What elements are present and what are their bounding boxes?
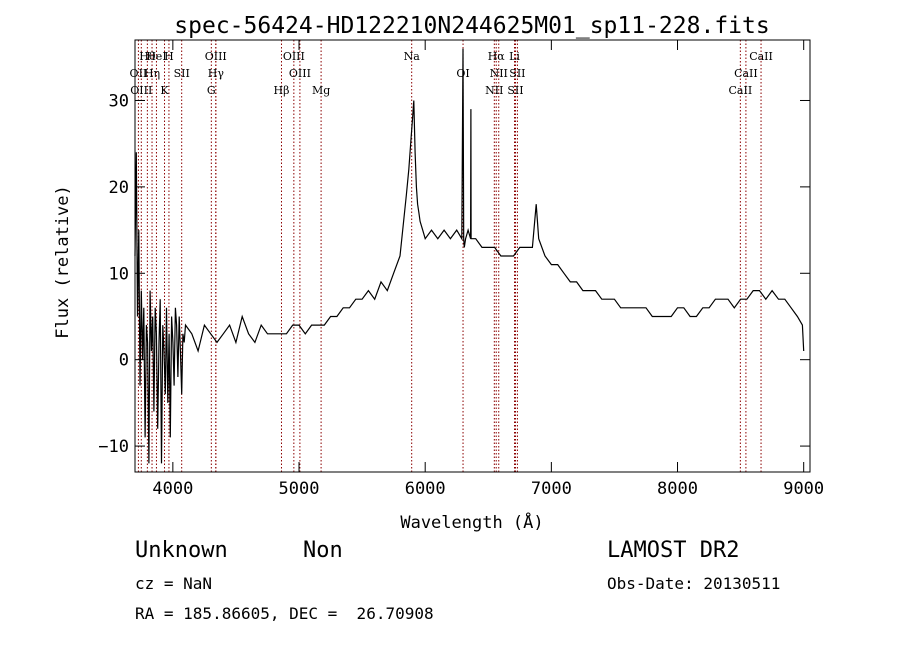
line-marker-label: Hθ — [139, 50, 156, 63]
line-marker-label: OIII — [289, 67, 311, 80]
line-marker-label: SII — [507, 84, 523, 97]
emission-line-labels: HθOIIOIIIHeIHηKHSIIGOIIIHγHβOIIIOIIIMgNa… — [130, 50, 773, 97]
plot-frame — [134, 39, 811, 473]
x-axis-label: Wavelength (Å) — [400, 511, 543, 533]
line-marker-label: Li — [509, 50, 520, 63]
line-marker-label: SII — [509, 67, 525, 80]
object-class: Unknown — [135, 538, 228, 563]
line-marker-label: Hη — [144, 67, 160, 80]
observation-date: Obs-Date: 20130511 — [607, 574, 781, 593]
line-marker-label: NII — [485, 84, 503, 97]
y-tick-label: 30 — [109, 91, 129, 111]
y-tick-label: −10 — [98, 437, 129, 457]
line-marker-label: CaII — [729, 84, 753, 97]
spectrum-line — [134, 48, 805, 464]
x-axis-ticks: 4000 5000 6000 7000 8000 9000 — [152, 40, 824, 499]
x-tick-label: 8000 — [657, 479, 698, 499]
line-marker-label: Mg — [312, 84, 330, 97]
x-tick-label: 7000 — [531, 479, 572, 499]
x-tick-label: 4000 — [152, 479, 193, 499]
y-tick-label: 0 — [119, 351, 129, 371]
spectrum-series — [134, 48, 805, 464]
line-marker-label: HeI — [146, 50, 166, 63]
line-marker-label: OIII — [130, 84, 152, 97]
line-marker-label: NII — [490, 67, 508, 80]
line-marker-label: G — [207, 84, 216, 97]
line-marker-label: Hβ — [274, 84, 290, 97]
line-marker-label: OIII — [205, 50, 227, 63]
line-marker-label: Hα — [488, 50, 506, 63]
x-tick-label: 6000 — [405, 479, 446, 499]
line-marker-label: H — [164, 50, 174, 63]
y-tick-label: 10 — [109, 264, 129, 284]
survey-name: LAMOST DR2 — [607, 538, 740, 563]
line-marker-label: Na — [404, 50, 421, 63]
y-axis-ticks: −10 0 10 20 30 — [98, 91, 810, 457]
line-marker-label: CaII — [749, 50, 773, 63]
emission-line-markers — [137, 40, 762, 472]
y-tick-label: 20 — [109, 178, 129, 198]
x-tick-label: 5000 — [279, 479, 320, 499]
coordinates: RA = 185.86605, DEC = 26.70908 — [135, 604, 434, 623]
line-marker-label: Hγ — [208, 67, 225, 80]
line-marker-label: CaII — [734, 67, 758, 80]
line-marker-label: OIII — [283, 50, 305, 63]
chart-title: spec-56424-HD122210N244625M01_sp11-228.f… — [174, 13, 769, 39]
redshift-cz: cz = NaN — [135, 574, 213, 593]
line-marker-label: OII — [130, 67, 148, 80]
x-tick-label: 9000 — [783, 479, 824, 499]
line-marker-label: K — [160, 84, 169, 97]
object-subclass: Non — [303, 538, 343, 563]
y-axis-label: Flux (relative) — [53, 185, 73, 339]
line-marker-label: SII — [174, 67, 190, 80]
